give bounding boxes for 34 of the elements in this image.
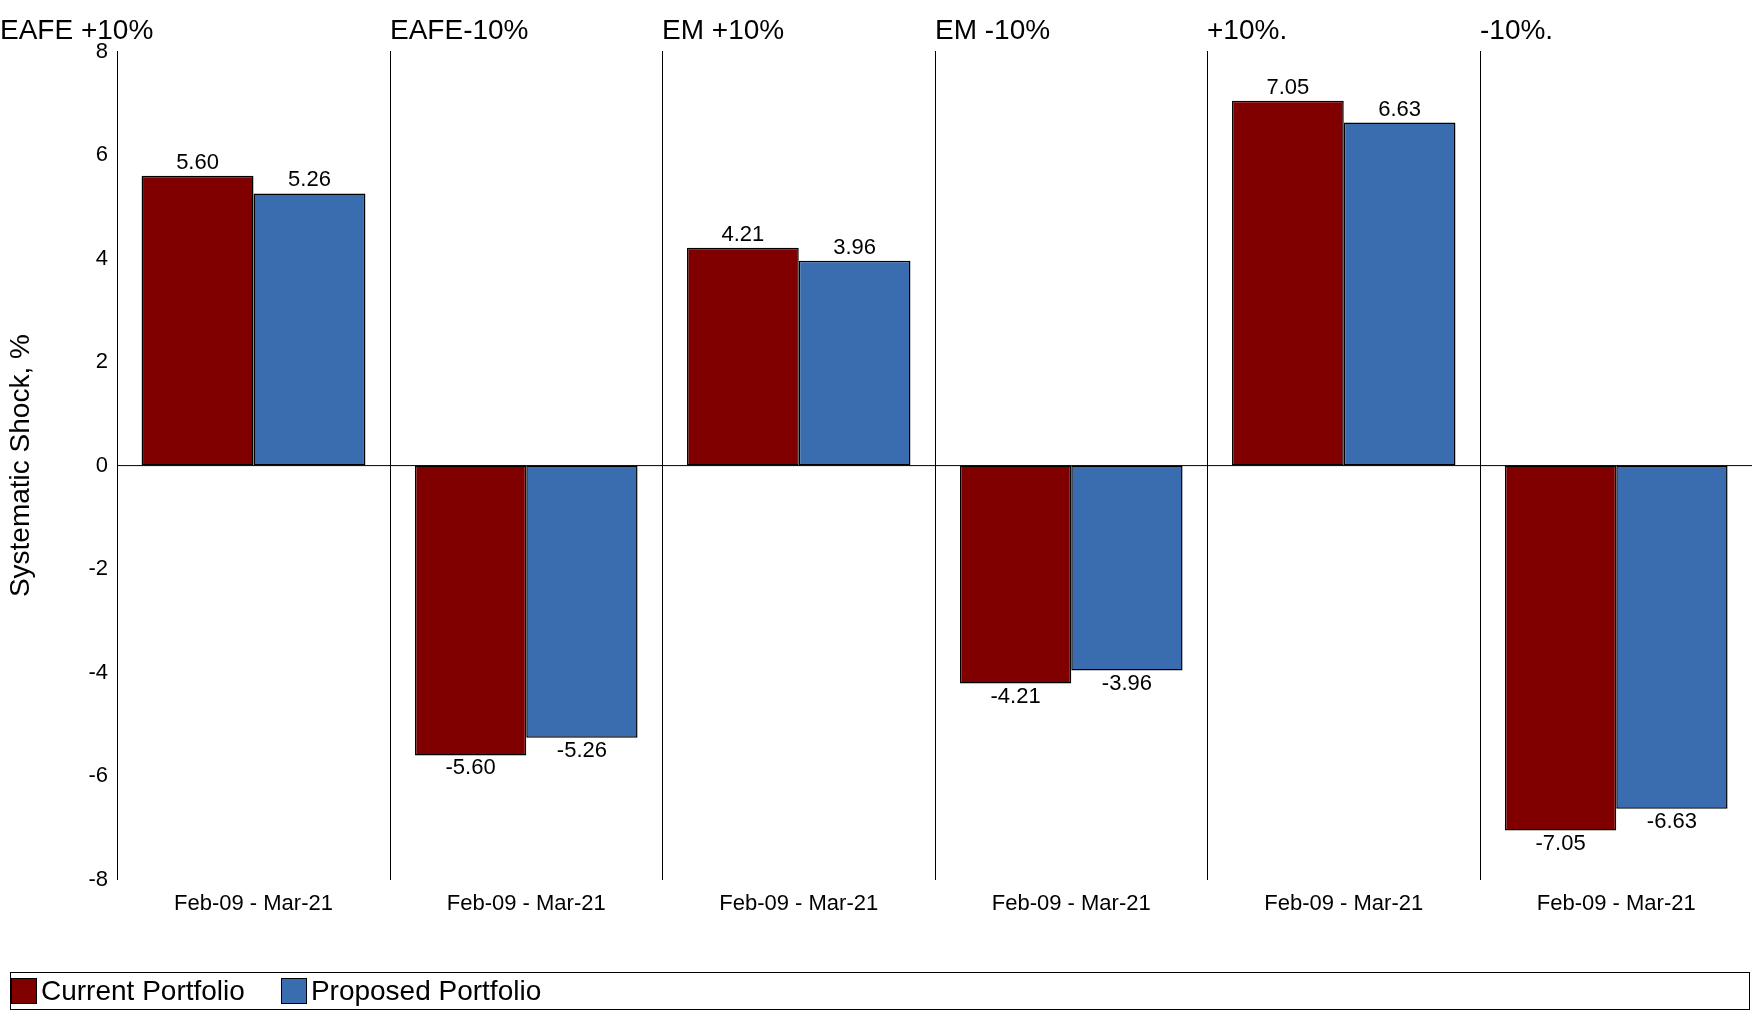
chart-title: +10%.	[1207, 13, 1288, 45]
y-axis-title: Systematic Shock, %	[3, 334, 35, 598]
data-label: -7.05	[1535, 829, 1586, 855]
data-label: -5.60	[445, 754, 496, 780]
y-tick-label: 4	[95, 244, 108, 270]
x-tick-label: Feb-09 - Mar-21	[1264, 889, 1424, 915]
x-tick-label: Feb-09 - Mar-21	[1536, 889, 1696, 915]
y-tick-label: 0	[95, 451, 108, 477]
chart-title: EM +10%	[662, 13, 785, 45]
x-tick-label: Feb-09 - Mar-21	[446, 889, 606, 915]
data-label: 7.05	[1266, 73, 1310, 99]
chart-title: EM -10%	[935, 13, 1051, 45]
x-tick-label: Feb-09 - Mar-21	[719, 889, 879, 915]
data-label: -3.96	[1101, 669, 1152, 695]
y-tick-label: -2	[88, 555, 108, 581]
y-tick-label: -4	[88, 658, 108, 684]
data-label: 5.60	[176, 148, 219, 174]
y-tick-label: -8	[88, 865, 108, 891]
legend-label: Proposed Portfolio	[310, 975, 542, 1007]
data-label: -4.21	[990, 682, 1041, 708]
data-label: -6.63	[1646, 807, 1697, 833]
y-tick-label: 6	[95, 141, 108, 167]
chart-title: -10%.	[1480, 13, 1554, 45]
data-label: 6.63	[1378, 95, 1422, 121]
x-tick-label: Feb-09 - Mar-21	[174, 889, 333, 915]
legend-label: Current Portfolio	[41, 975, 245, 1007]
data-label: 3.96	[833, 233, 877, 259]
y-tick-label: 2	[95, 348, 108, 374]
y-tick-label: -6	[88, 762, 108, 788]
data-label: 4.21	[721, 220, 765, 246]
data-label: -5.26	[556, 736, 607, 762]
x-tick-label: Feb-09 - Mar-21	[991, 889, 1151, 915]
data-label: 5.26	[288, 166, 331, 192]
chart-title: EAFE-10%	[390, 13, 529, 45]
